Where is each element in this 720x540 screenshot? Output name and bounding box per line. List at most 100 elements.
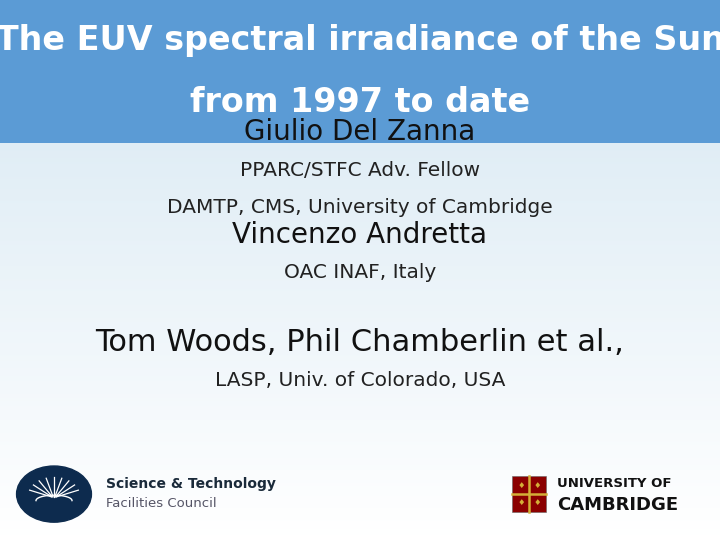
Bar: [0, 418, 720, 420]
Bar: [0, 159, 720, 160]
Bar: [0, 511, 720, 512]
Bar: [0, 322, 720, 323]
Bar: [0, 503, 720, 504]
Text: Tom Woods, Phil Chamberlin et al.,: Tom Woods, Phil Chamberlin et al.,: [96, 328, 624, 357]
Bar: [0, 510, 720, 511]
Bar: [0, 500, 720, 502]
Bar: [0, 288, 720, 290]
Bar: [0, 457, 720, 458]
Bar: [0, 302, 720, 303]
Bar: [0, 266, 720, 267]
Bar: [0, 535, 720, 536]
Bar: [0, 171, 720, 172]
Bar: [0, 284, 720, 285]
Bar: [0, 377, 720, 379]
Bar: [0, 199, 720, 200]
Bar: [0, 451, 720, 453]
Bar: [0, 404, 720, 405]
Bar: [0, 343, 720, 344]
Bar: [0, 481, 720, 482]
Bar: [0, 152, 720, 154]
Bar: [0, 446, 720, 447]
Bar: [0, 161, 720, 163]
Bar: [0, 379, 720, 380]
Bar: [0, 329, 720, 331]
Bar: [0, 293, 720, 294]
Bar: [0, 175, 720, 176]
Bar: [0, 245, 720, 246]
Bar: [0, 475, 720, 476]
Bar: [0, 237, 720, 238]
Bar: [0, 400, 720, 401]
Bar: [0, 154, 720, 155]
Bar: [0, 413, 720, 414]
Bar: [0, 359, 720, 360]
Bar: [0, 170, 720, 171]
Bar: [0, 410, 720, 411]
Bar: [0, 455, 720, 457]
Bar: [0, 508, 720, 510]
Bar: [0, 355, 720, 356]
Bar: [0, 352, 720, 354]
Bar: [0, 188, 720, 190]
Bar: [0, 267, 720, 269]
Bar: [0, 515, 720, 516]
Bar: [0, 146, 720, 147]
Bar: [0, 276, 720, 278]
Bar: [0, 437, 720, 438]
Bar: [0, 399, 720, 400]
Bar: [0, 197, 720, 199]
Bar: [0, 421, 720, 422]
Bar: [0, 462, 720, 463]
Bar: [0, 211, 720, 212]
Bar: [0, 354, 720, 355]
Text: UNIVERSITY OF: UNIVERSITY OF: [557, 477, 672, 490]
Bar: [0, 484, 720, 486]
Bar: [0, 390, 720, 392]
Bar: [0, 246, 720, 248]
Bar: [0, 401, 720, 402]
Bar: [0, 242, 720, 244]
Bar: [0, 305, 720, 306]
Bar: [0, 449, 720, 450]
Text: Giulio Del Zanna: Giulio Del Zanna: [244, 118, 476, 146]
Bar: [0, 385, 720, 387]
Bar: [0, 479, 720, 481]
Bar: [0, 207, 720, 208]
Bar: [0, 369, 720, 370]
Bar: [0, 393, 720, 394]
Bar: [0, 517, 720, 519]
Bar: [0, 425, 720, 426]
Bar: [0, 347, 720, 348]
Bar: [0, 464, 720, 466]
Bar: [0, 265, 720, 266]
Bar: [0, 495, 720, 496]
Bar: [0, 422, 720, 423]
Bar: [0, 524, 720, 525]
Bar: [0, 491, 720, 492]
Bar: [0, 514, 720, 515]
Bar: [0, 201, 720, 202]
Bar: [0, 335, 720, 336]
Bar: [0, 193, 720, 195]
Bar: [0, 303, 720, 305]
Bar: [0, 320, 720, 322]
Bar: [0, 221, 720, 222]
Bar: [0, 523, 720, 524]
Bar: [0, 416, 720, 417]
Bar: [0, 339, 720, 340]
Bar: [0, 531, 720, 532]
Bar: [0, 402, 720, 404]
Bar: [0, 520, 720, 522]
Bar: [0, 191, 720, 192]
Bar: [0, 423, 720, 425]
Bar: [0, 428, 720, 429]
Bar: [0, 482, 720, 483]
Bar: [0, 326, 720, 327]
Bar: [0, 507, 720, 508]
Text: Vincenzo Andretta: Vincenzo Andretta: [233, 221, 487, 249]
Bar: [0, 244, 720, 245]
Bar: [0, 438, 720, 440]
Bar: [0, 499, 720, 500]
Bar: [0, 472, 720, 474]
